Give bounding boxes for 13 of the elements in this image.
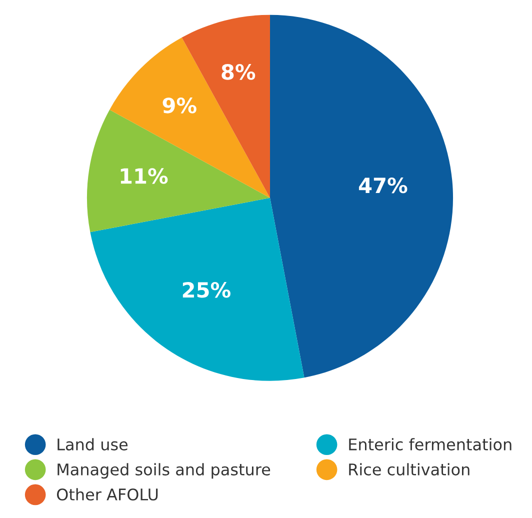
data-label: 47% bbox=[358, 177, 408, 194]
data-label: 9% bbox=[162, 98, 196, 114]
pie-slice bbox=[90, 198, 304, 381]
data-label: 11% bbox=[120, 168, 168, 184]
legend-label: Land use bbox=[58, 438, 128, 450]
legend-label: Rice cultivation bbox=[349, 463, 470, 476]
data-label: 25% bbox=[182, 282, 230, 298]
pie-slice bbox=[270, 14, 453, 378]
legend-label: Other AFOLU bbox=[56, 488, 158, 501]
legend-label: Managed soils and pasture bbox=[58, 463, 270, 479]
pie-slice bbox=[110, 37, 270, 198]
legend-label: Enteric fermentation bbox=[349, 438, 512, 450]
data-label: 8% bbox=[222, 64, 256, 80]
